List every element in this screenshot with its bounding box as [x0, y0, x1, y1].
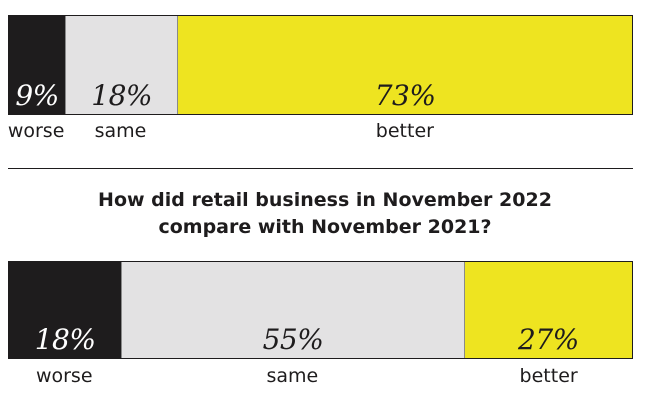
chart-2-title-line-2: compare with November 2021?	[158, 216, 492, 238]
bar-segment-same: 55%	[121, 262, 464, 358]
chart-2-title-line-1: How did retail business in November 2022	[98, 189, 552, 211]
data-label-better: 73%	[374, 79, 436, 112]
category-label-better: better	[375, 120, 434, 142]
data-label-same: 18%	[91, 79, 152, 112]
stacked-bar-1: 9% 18% 73%	[8, 15, 633, 115]
bar-segment-worse: 9%	[9, 16, 66, 114]
divider	[8, 168, 633, 169]
data-label-worse: 18%	[34, 323, 96, 356]
bar-segment-same: 18%	[65, 16, 178, 114]
bar-segment-better: 73%	[177, 16, 632, 114]
chart-2-title: How did retail business in November 2022…	[0, 187, 650, 241]
category-label-better: better	[519, 365, 578, 387]
data-label-same: 55%	[262, 323, 324, 356]
category-label-worse: worse	[35, 365, 93, 387]
data-label-worse: 9%	[15, 79, 59, 112]
stacked-bar-2: 18% 55% 27%	[8, 261, 633, 359]
category-label-worse: worse	[7, 120, 65, 142]
bar-segment-worse: 18%	[9, 262, 122, 358]
data-label-better: 27%	[518, 323, 579, 356]
category-label-same: same	[266, 365, 319, 387]
bar-segment-better: 27%	[463, 262, 633, 358]
category-label-same: same	[94, 120, 147, 142]
